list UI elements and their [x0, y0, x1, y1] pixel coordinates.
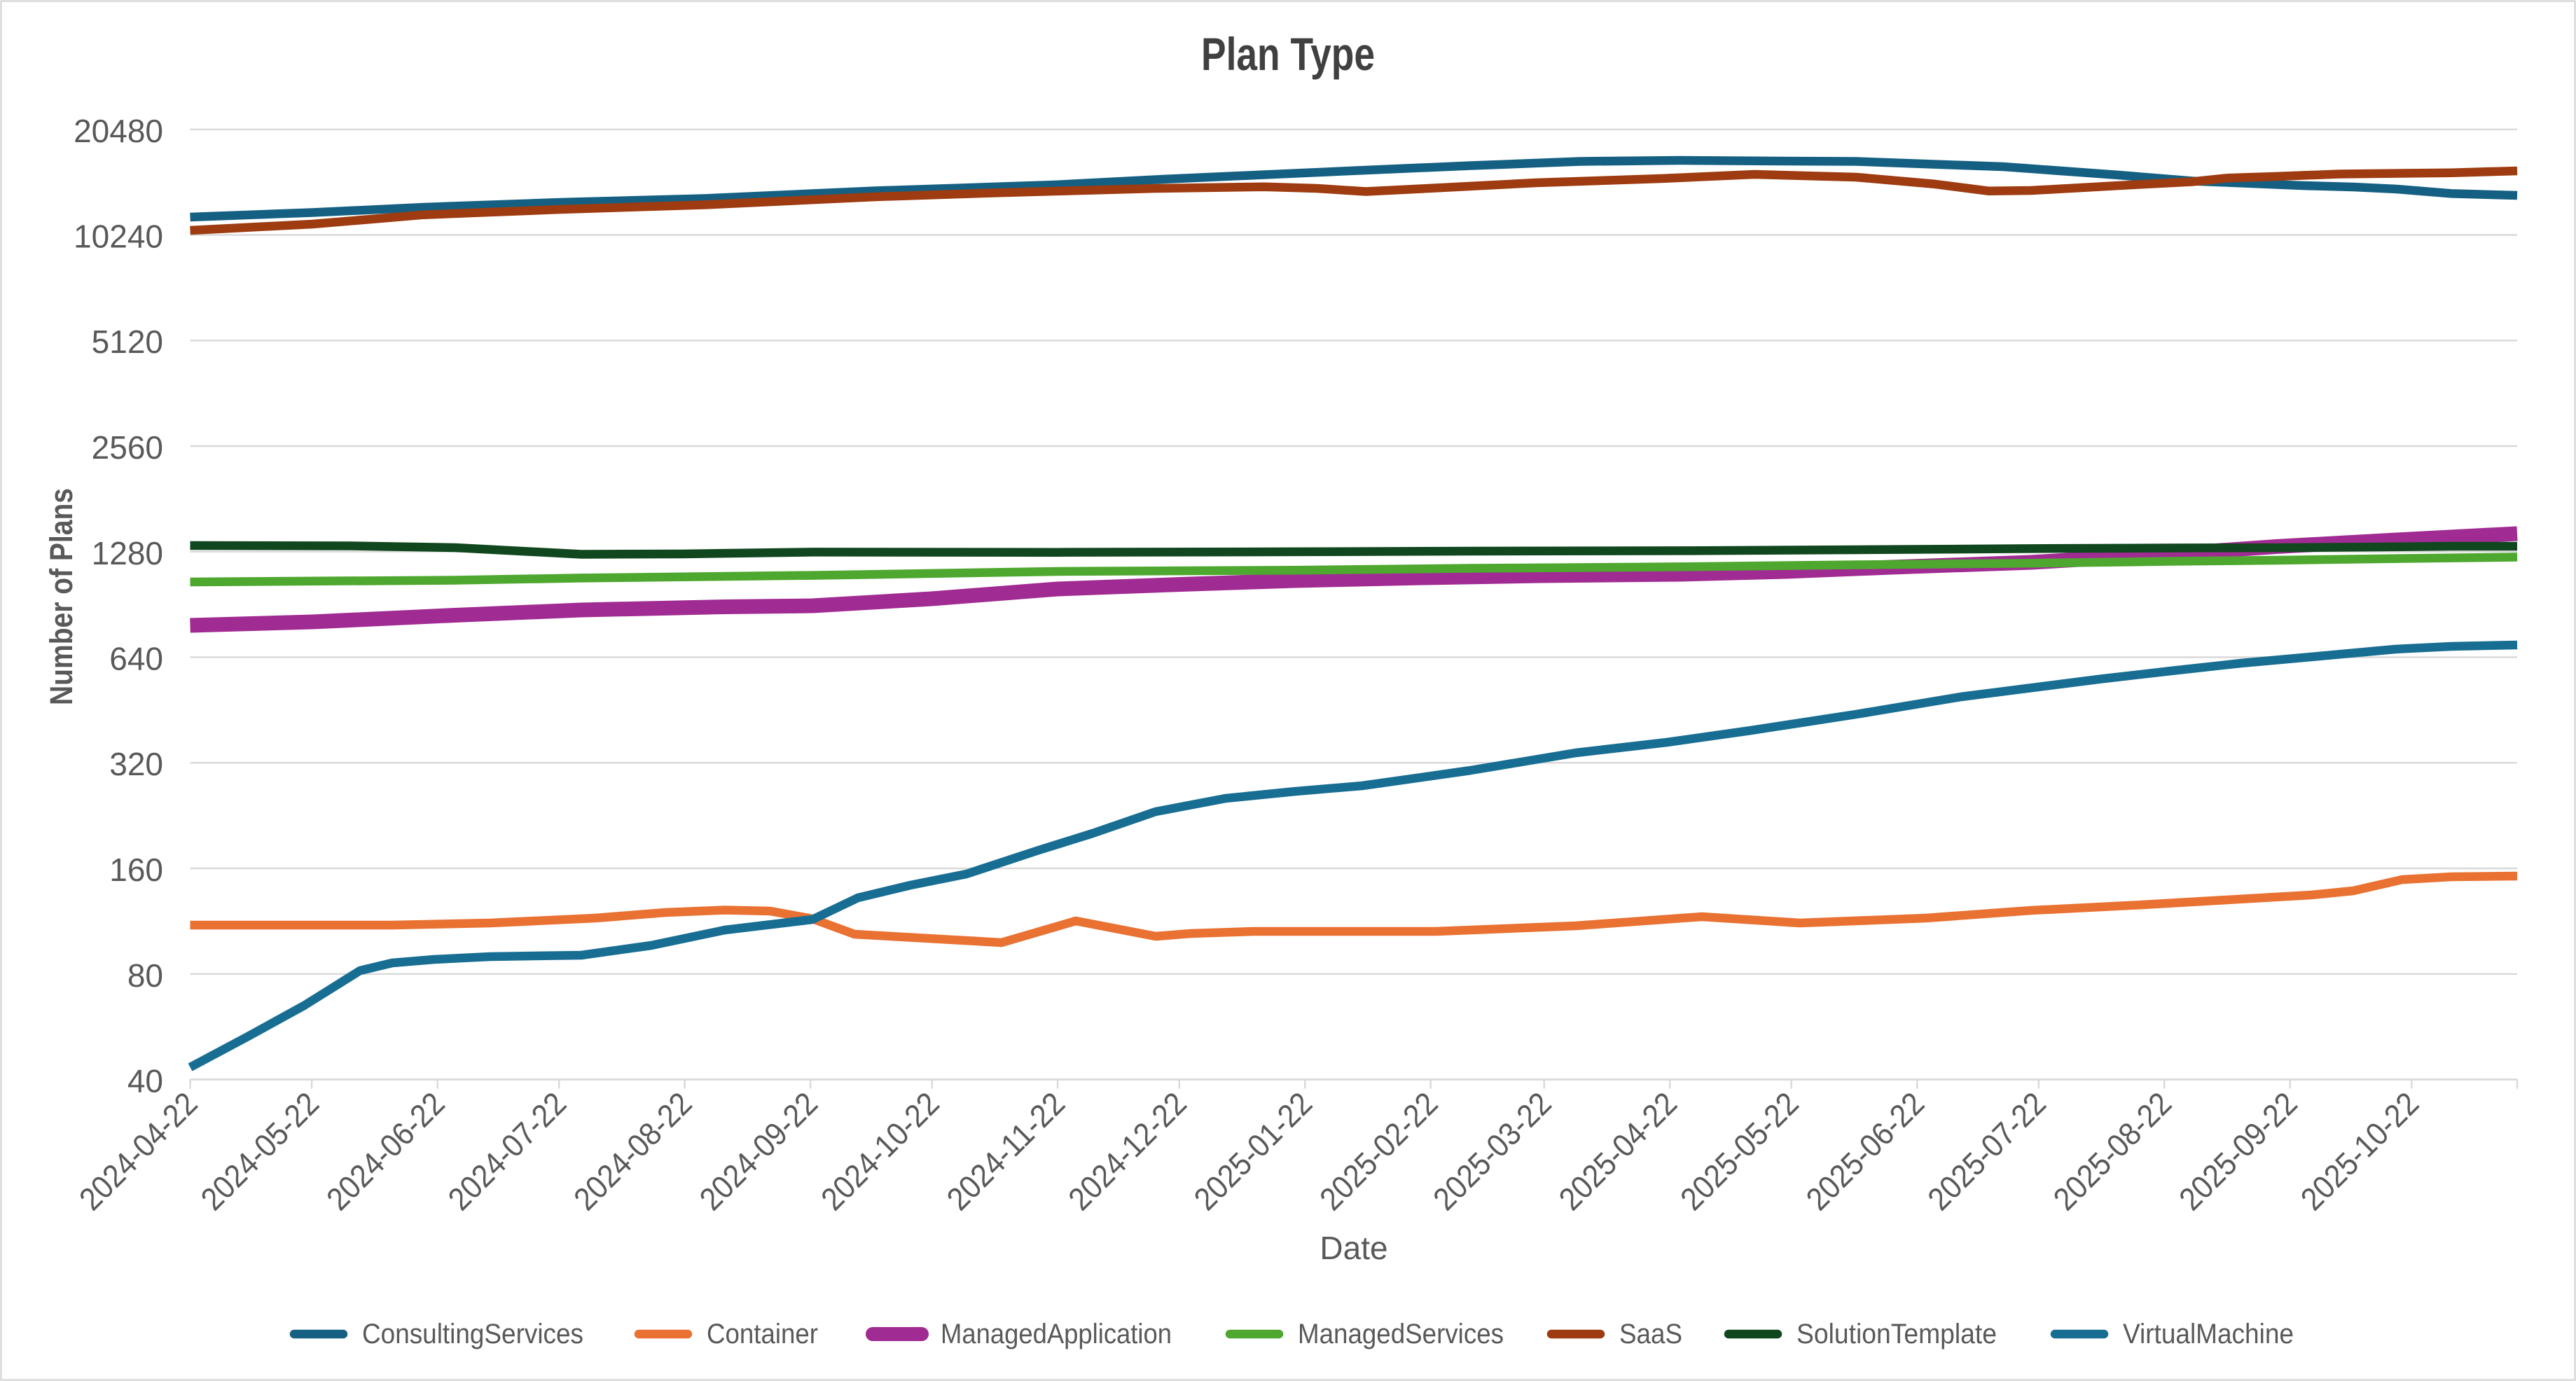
svg-text:20480: 20480 — [74, 113, 163, 149]
svg-text:ManagedServices: ManagedServices — [1298, 1319, 1504, 1349]
svg-text:80: 80 — [127, 957, 163, 994]
svg-text:40: 40 — [127, 1063, 163, 1099]
svg-text:ManagedApplication: ManagedApplication — [941, 1319, 1172, 1349]
svg-text:VirtualMachine: VirtualMachine — [2123, 1319, 2294, 1349]
svg-text:320: 320 — [109, 746, 163, 782]
svg-text:Plan Type: Plan Type — [1201, 28, 1375, 80]
svg-text:SolutionTemplate: SolutionTemplate — [1796, 1319, 1997, 1349]
svg-text:Date: Date — [1320, 1230, 1387, 1266]
svg-text:2560: 2560 — [92, 429, 163, 466]
svg-text:Container: Container — [707, 1319, 818, 1349]
svg-text:160: 160 — [109, 852, 163, 888]
svg-text:10240: 10240 — [74, 218, 163, 255]
svg-text:ConsultingServices: ConsultingServices — [362, 1319, 583, 1349]
svg-text:1280: 1280 — [92, 535, 163, 571]
svg-text:640: 640 — [109, 641, 163, 677]
svg-text:Number of Plans: Number of Plans — [43, 488, 79, 705]
svg-text:5120: 5120 — [92, 324, 163, 360]
svg-text:SaaS: SaaS — [1619, 1319, 1682, 1349]
